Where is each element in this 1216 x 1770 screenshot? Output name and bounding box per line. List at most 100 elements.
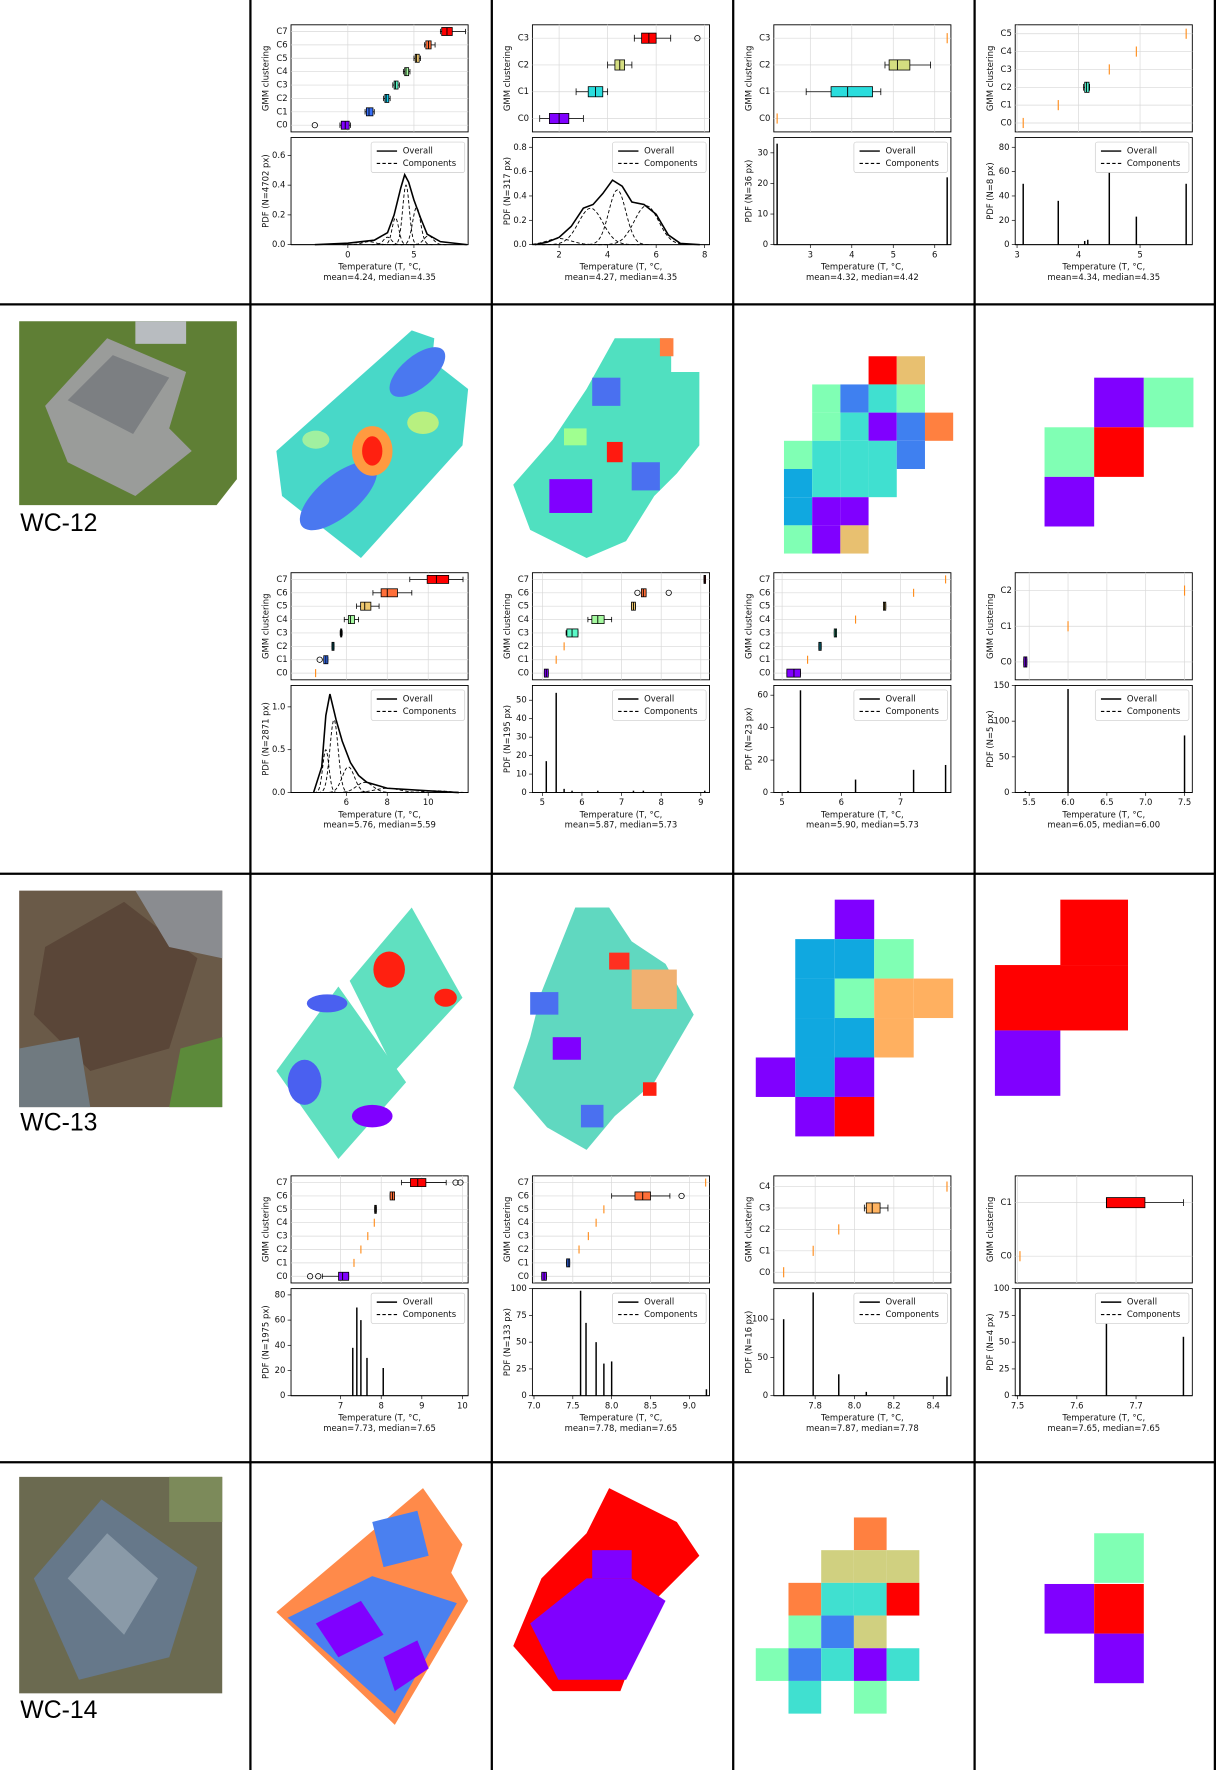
pdf-ylabel: PDF (N=4 px) [985,1313,995,1370]
chart-panel: 5.5 6.0 6.5 7.0 7.5 C0 C1 C2 GMM clustering 0 50 10… [985,572,1193,830]
y-tick-label: 100 [511,1283,527,1293]
y-tick-label: 30 [516,732,527,742]
y-tick-label: 0 [1004,239,1009,249]
heatmap-cell [886,1648,920,1681]
y-tick-label: 150 [993,680,1009,690]
legend-box [1094,1292,1190,1324]
heatmap-cell [795,1057,835,1097]
cluster-label: C0 [759,1267,770,1277]
cluster-label: C2 [276,1244,287,1254]
chart-panel: 7.8 8.0 8.2 8.4 C0 C1 C2 C3 C4 GMM clustering 0 50 1… [744,1175,952,1433]
x-tick-label: 5 [891,249,896,259]
cluster-label: C4 [276,1217,287,1227]
y-tick-label: 0.2 [513,215,526,225]
box [380,588,398,598]
heatmap-cell [1060,899,1129,966]
cluster-label: C4 [759,614,770,624]
legend-label: Overall [644,1297,674,1307]
heatmap-cell [783,468,813,498]
heatmap-cell [812,412,841,441]
box-axes [773,572,952,681]
legend-label: Overall [403,693,433,703]
stats-label: mean=7.73, median=7.65 [323,1423,436,1433]
y-tick-label: 0.6 [513,166,526,176]
legend-box [853,1292,948,1324]
y-tick-label: 0.4 [513,190,526,200]
x-tick-label: 10 [423,797,434,807]
y-tick-label: 50 [757,1352,768,1362]
y-tick-label: 60 [999,166,1010,176]
cluster-label: C1 [276,654,287,664]
y-tick-label: 10 [757,209,768,219]
cluster-label: C3 [759,33,770,43]
cluster-label: C6 [518,1190,529,1200]
x-axis-label: Temperature (T, °C, [820,262,904,272]
x-axis-label: Temperature (T, °C, [337,810,421,820]
box-ylabel: GMM clustering [261,594,271,660]
box-axes [773,24,952,133]
x-tick-label: 5 [1137,249,1142,259]
cluster-label: C2 [1001,585,1012,595]
legend-label: Overall [403,146,433,156]
chart-panel: 5 6 7 C0 C1 C2 C3 C4 C5 C6 C7 GMM clustering 0 20 40 60… [744,572,952,830]
cluster-label: C0 [276,668,287,678]
cluster-label: C2 [518,1244,529,1254]
component-curve [371,236,404,246]
row-label: WC-12 [20,510,97,537]
y-tick-label: 40 [999,190,1010,200]
heatmap-cell [812,468,841,498]
cluster-label: C1 [759,654,770,664]
box-axes [290,24,469,133]
pdf-ylabel: PDF (N=133 px) [502,1308,512,1376]
heatmap-cell [853,1615,887,1649]
outlier [678,1192,685,1200]
x-tick-label: 5 [779,797,784,807]
legend-label: Components [885,706,938,716]
stats-label: mean=6.05, median=6.00 [1047,820,1160,830]
stats-label: mean=5.76, median=5.59 [323,820,436,830]
y-tick-label: 10 [516,769,527,779]
legend-box [612,689,707,721]
heatmap-cell [795,939,835,979]
cluster-label: C3 [518,33,529,43]
heatmap-cell [788,1680,822,1714]
component-curve [331,781,398,794]
cluster-label: C0 [1001,656,1012,666]
box-ylabel: GMM clustering [985,46,995,112]
y-tick-label: 80 [275,1289,286,1299]
x-tick-label: 6 [839,797,844,807]
y-tick-label: 0.4 [272,180,285,190]
x-tick-label: 7 [619,797,624,807]
outlier [311,122,318,129]
box-ylabel: GMM clustering [261,1197,271,1263]
heatmap-cell [924,412,954,441]
legend-box [370,1292,466,1324]
legend-box [1094,141,1190,173]
aerial-photo [19,321,237,506]
legend-label: Components [403,158,456,168]
x-tick-label: 5.5 [1022,797,1035,807]
heatmap-cell [812,525,841,554]
legend-box [1094,689,1190,721]
x-tick-label: 9 [419,1400,424,1410]
cluster-label: C1 [276,106,287,116]
legend-box [612,1292,707,1324]
heatmap-cell [896,440,925,469]
cluster-label: C5 [276,601,287,611]
y-tick-label: 25 [999,1363,1010,1373]
heatmap-cell [812,384,841,413]
x-tick-label: 8.0 [605,1400,618,1410]
x-tick-label: 6 [932,249,937,259]
legend-label: Overall [403,1297,433,1307]
outlier [316,656,323,663]
box-ylabel: GMM clustering [985,1197,995,1263]
heatmap [276,907,463,1159]
stats-label: mean=4.24, median=4.35 [323,272,436,282]
heatmap-cell [868,384,897,413]
x-tick-label: 7.0 [527,1400,540,1410]
y-tick-label: 0.6 [272,150,285,160]
cluster-label: C7 [759,574,770,584]
heatmap-cell [834,899,875,940]
heatmap-cell [886,1550,920,1583]
outlier [457,1179,464,1186]
